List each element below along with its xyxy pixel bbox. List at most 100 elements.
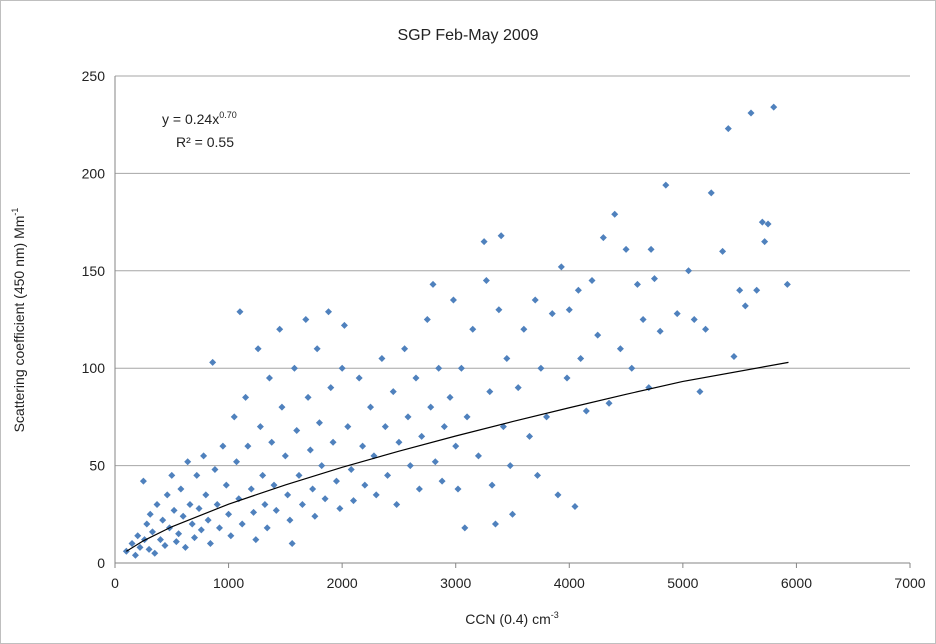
scatter-point — [381, 423, 389, 431]
scatter-point — [332, 477, 340, 485]
scatter-point — [696, 388, 704, 396]
scatter-point — [306, 446, 314, 454]
scatter-point — [204, 516, 212, 524]
x-axis-label-text: CCN (0.4) cm — [465, 611, 551, 627]
scatter-point — [582, 407, 590, 415]
scatter-point — [302, 316, 310, 323]
scatter-point — [506, 462, 514, 470]
scatter-point — [480, 238, 488, 246]
scatter-point — [254, 345, 262, 353]
scatter-point — [605, 399, 613, 407]
scatter-point — [148, 528, 156, 536]
scatter-point — [588, 277, 596, 285]
x-tick-label: 7000 — [894, 575, 925, 591]
trend-line — [126, 361, 789, 552]
scatter-point — [628, 364, 636, 372]
scatter-point — [761, 238, 769, 246]
scatter-point — [378, 354, 386, 362]
scatter-point — [393, 501, 401, 509]
scatter-point — [311, 512, 319, 520]
scatter-point — [347, 465, 355, 473]
scatter-point — [495, 306, 503, 314]
scatter-point — [557, 263, 565, 271]
scatter-point — [318, 462, 326, 470]
x-tick-label: 0 — [111, 575, 119, 591]
scatter-point — [298, 501, 306, 509]
scatter-point — [431, 458, 439, 466]
scatter-point — [252, 536, 260, 544]
x-tick-label: 1000 — [213, 575, 244, 591]
scatter-point — [554, 491, 562, 499]
scatter-point — [329, 438, 337, 446]
scatter-point — [265, 374, 273, 382]
scatter-point — [304, 393, 312, 401]
scatter-point — [186, 501, 194, 509]
scatter-point — [438, 477, 446, 485]
scatter-point — [191, 534, 198, 542]
y-axis-label: Scattering coefficient (450 nm) Mm-1 — [10, 208, 27, 433]
scatter-point — [406, 462, 414, 470]
scatter-point — [206, 540, 214, 548]
scatter-point — [531, 296, 539, 304]
scatter-point — [461, 524, 469, 532]
scatter-point — [482, 277, 490, 285]
scatter-point — [449, 296, 457, 304]
scatter-point — [278, 403, 286, 411]
scatter-point — [599, 234, 607, 242]
scatter-point — [435, 364, 443, 372]
y-tick-label: 150 — [82, 263, 106, 279]
scatter-point — [215, 524, 223, 532]
scatter-point — [276, 325, 284, 333]
scatter-point — [336, 504, 344, 512]
scatter-point — [730, 353, 738, 361]
scatter-point — [281, 452, 289, 460]
scatter-point — [295, 471, 303, 479]
scatter-point — [563, 374, 571, 382]
scatter-point — [647, 245, 655, 253]
scatter-point — [325, 308, 333, 316]
scatter-point — [724, 125, 732, 133]
scatter-point — [454, 485, 462, 493]
scatter-point — [242, 393, 250, 401]
scatter-point — [200, 452, 208, 460]
scatter-point — [168, 471, 176, 479]
scatter-point — [197, 526, 205, 534]
scatter-point — [227, 532, 235, 540]
scatter-point — [213, 501, 221, 509]
scatter-point — [209, 358, 217, 366]
scatter-point — [702, 325, 710, 333]
scatter-point — [143, 520, 151, 528]
scatter-point — [350, 497, 357, 505]
trend-r2: R² = 0.55 — [176, 134, 234, 150]
scatter-point — [764, 220, 772, 228]
scatter-point — [151, 549, 159, 557]
scatter-point — [247, 485, 255, 493]
y-tick-label: 0 — [97, 555, 105, 571]
scatter-point — [179, 512, 187, 520]
scatter-point — [263, 524, 271, 532]
scatter-point — [177, 485, 185, 493]
y-axis-label-text: Scattering coefficient (450 nm) Mm — [11, 216, 27, 433]
scatter-point — [293, 427, 301, 435]
scatter-point — [577, 354, 585, 362]
scatter-point — [270, 481, 278, 489]
scatter-point — [161, 541, 169, 549]
scatter-point — [344, 423, 352, 431]
scatter-point — [429, 280, 437, 288]
scatter-point — [131, 551, 139, 559]
scatter-point — [211, 465, 219, 473]
scatter-point — [321, 495, 329, 503]
x-tick-label: 6000 — [781, 575, 812, 591]
scatter-point — [340, 321, 348, 329]
scatter-point — [690, 316, 698, 323]
scatter-point — [193, 471, 201, 479]
scatter-point — [719, 247, 727, 255]
scatter-point — [359, 442, 367, 450]
scatter-point — [423, 316, 431, 323]
y-tick-label: 50 — [89, 458, 105, 474]
scatter-point — [574, 286, 582, 294]
scatter-point — [469, 325, 477, 333]
